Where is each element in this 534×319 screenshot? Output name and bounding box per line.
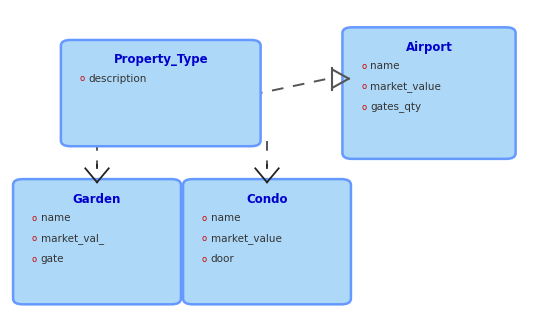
Text: o: o [32,234,37,243]
Text: o: o [80,74,85,83]
Text: o: o [361,62,366,71]
Text: o: o [202,255,207,263]
Text: market_value: market_value [370,81,441,92]
Text: market_val_: market_val_ [41,233,104,244]
Text: o: o [202,234,207,243]
Text: gate: gate [41,254,64,264]
FancyBboxPatch shape [342,27,516,159]
Text: o: o [32,213,37,222]
Text: name: name [41,213,70,223]
FancyBboxPatch shape [61,40,261,146]
Text: description: description [89,74,147,84]
FancyBboxPatch shape [183,179,351,304]
Text: Condo: Condo [246,193,288,205]
Text: market_value: market_value [211,233,281,244]
FancyBboxPatch shape [13,179,181,304]
Text: o: o [32,255,37,263]
Text: name: name [370,61,399,71]
Text: Property_Type: Property_Type [113,53,208,66]
Text: gates_qty: gates_qty [370,102,421,113]
Text: o: o [361,82,366,91]
Text: door: door [211,254,234,264]
Text: name: name [211,213,240,223]
Text: Airport: Airport [406,41,452,54]
Text: o: o [202,213,207,222]
Text: Garden: Garden [73,193,121,205]
Text: o: o [361,103,366,112]
